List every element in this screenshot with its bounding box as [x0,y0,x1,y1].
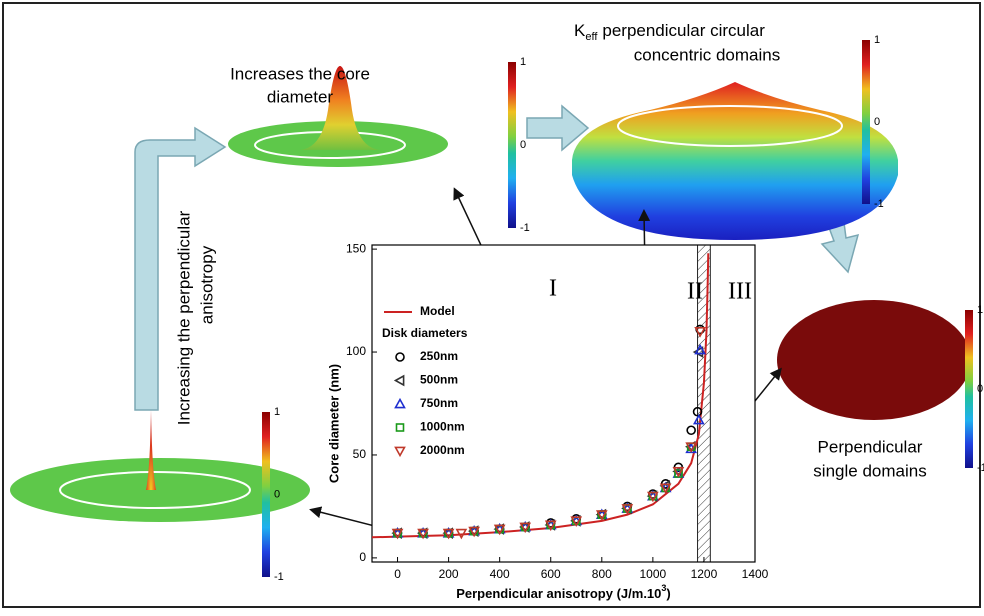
x-tick-label: 800 [592,567,612,581]
y-tick-label: 150 [346,241,366,255]
colorbar-tick-label: 0 [874,116,880,128]
colorbar-tick-label: 0 [274,488,280,500]
legend-label: 750nm [420,396,458,410]
x-axis-label: ) [666,586,670,601]
caption-symbol: K [574,21,586,40]
colorbar-tick-label: 1 [874,34,880,46]
caption: Perpendicular [818,437,923,456]
colorbar-tick-label: 1 [520,56,526,68]
page: {"chart_data": { "type": "scatter", "xla… [0,0,984,611]
x-axis-label: Perpendicular anisotropy (J/m.10 [456,586,661,601]
figure: Increases the core diameter Keff perpendi… [0,0,984,611]
y-axis-label: Core diameter (nm) [326,364,341,483]
x-tick-label: 600 [541,567,561,581]
colorbar-tick-label: 1 [977,304,983,316]
legend-title: Disk diameters [382,326,468,340]
y-tick-label: 50 [353,447,367,461]
region-label: II [687,279,703,305]
y-tick-label: 100 [346,344,366,358]
region-label: III [728,279,752,305]
x-tick-label: 1000 [640,567,667,581]
x-tick-label: 1400 [742,567,769,581]
legend-label: 500nm [420,373,458,387]
caption: anisotropy [197,245,216,324]
colorbar [965,310,973,468]
colorbar-tick-label: -1 [977,462,984,474]
x-tick-label: 1200 [691,567,718,581]
colorbar [508,62,516,228]
caption: single domains [813,461,926,480]
x-tick-label: 0 [394,567,401,581]
y-tick-label: 0 [359,550,366,564]
x-axis-label: Perpendicular anisotropy (J/m.103) [456,583,671,601]
legend-label: Model [420,304,455,318]
colorbar-tick-label: -1 [874,198,884,210]
colorbar [262,412,270,577]
caption: concentric domains [634,45,780,64]
caption: perpendicular circular [602,21,765,40]
colorbar-tick-label: -1 [274,571,284,583]
colorbar-tick-label: 0 [520,139,526,151]
x-tick-label: 200 [439,567,459,581]
colorbar-tick-label: -1 [520,222,530,234]
x-tick-label: 400 [490,567,510,581]
uniform-disk [777,300,971,420]
colorbar-tick-label: 0 [977,383,983,395]
caption: diameter [267,87,333,106]
caption: Increases the core [230,64,370,83]
caption: Keff perpendicular circular [574,21,765,42]
caption-subscript: eff [585,31,598,43]
colorbar [862,40,870,204]
colorbar-tick-label: 1 [274,406,280,418]
legend-label: 250nm [420,349,458,363]
legend-label: 1000nm [420,420,465,434]
region-label: I [549,276,557,302]
legend-label: 2000nm [420,443,465,457]
caption: Increasing the perpendicular [174,210,193,425]
